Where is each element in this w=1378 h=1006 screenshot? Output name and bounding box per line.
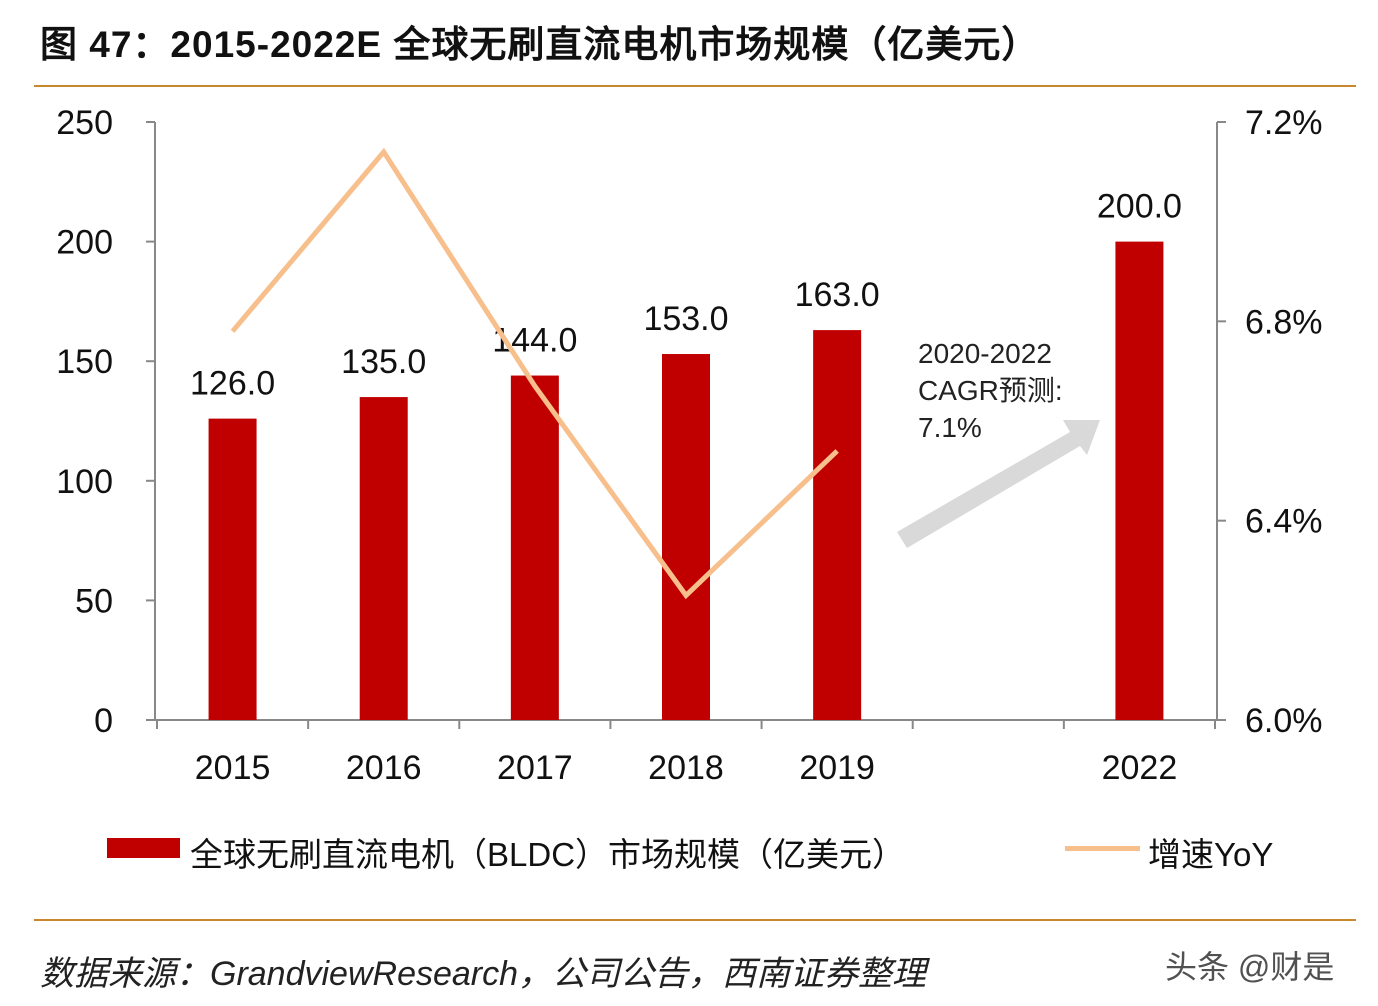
legend-bar-swatch (107, 838, 180, 858)
cagr-annotation-line: 7.1% (918, 412, 982, 443)
source-note: 数据来源：GrandviewResearch，公司公告，西南证券整理 (40, 955, 927, 993)
left-tick-label: 100 (56, 463, 113, 501)
left-tick-label: 150 (56, 343, 113, 381)
bar-value-label: 163.0 (795, 276, 880, 314)
cagr-annotation-line: 2020-2022 (918, 338, 1052, 369)
bar-value-label: 200.0 (1097, 188, 1182, 226)
right-tick-label: 6.0% (1245, 702, 1323, 740)
legend-line-label: 增速YoY (1148, 836, 1274, 873)
x-tick-label: 2015 (195, 749, 271, 787)
x-tick-label: 2018 (648, 749, 724, 787)
bar (1115, 241, 1164, 720)
x-tick-label: 2022 (1102, 749, 1178, 787)
cagr-annotation-line: CAGR预测: (918, 375, 1063, 406)
bar-value-label: 135.0 (341, 343, 426, 381)
bar (208, 418, 257, 720)
x-tick-label: 2019 (799, 749, 875, 787)
legend-bar-label: 全球无刷直流电机（BLDC）市场规模（亿美元） (190, 836, 906, 873)
left-tick-label: 200 (56, 224, 113, 262)
cagr-arrow-icon (897, 420, 1100, 548)
title-divider (34, 85, 1356, 87)
bar (359, 397, 408, 720)
left-tick-label: 250 (56, 104, 113, 142)
right-tick-label: 7.2% (1245, 104, 1323, 142)
bar (662, 354, 710, 720)
watermark: 头条 @财是 (1165, 949, 1335, 985)
bar-value-label: 126.0 (190, 365, 275, 403)
legend-line-swatch (1065, 846, 1140, 851)
x-tick-label: 2017 (497, 749, 573, 787)
right-tick-label: 6.4% (1245, 503, 1323, 541)
bar (510, 375, 559, 720)
left-tick-label: 0 (94, 702, 113, 740)
chart-title: 图 47：2015-2022E 全球无刷直流电机市场规模（亿美元） (40, 24, 1040, 65)
source-divider (34, 919, 1356, 921)
left-tick-label: 50 (75, 582, 113, 620)
right-tick-label: 6.8% (1245, 303, 1323, 341)
bar (813, 330, 862, 720)
bar-value-label: 153.0 (643, 300, 728, 338)
x-tick-label: 2016 (346, 749, 422, 787)
